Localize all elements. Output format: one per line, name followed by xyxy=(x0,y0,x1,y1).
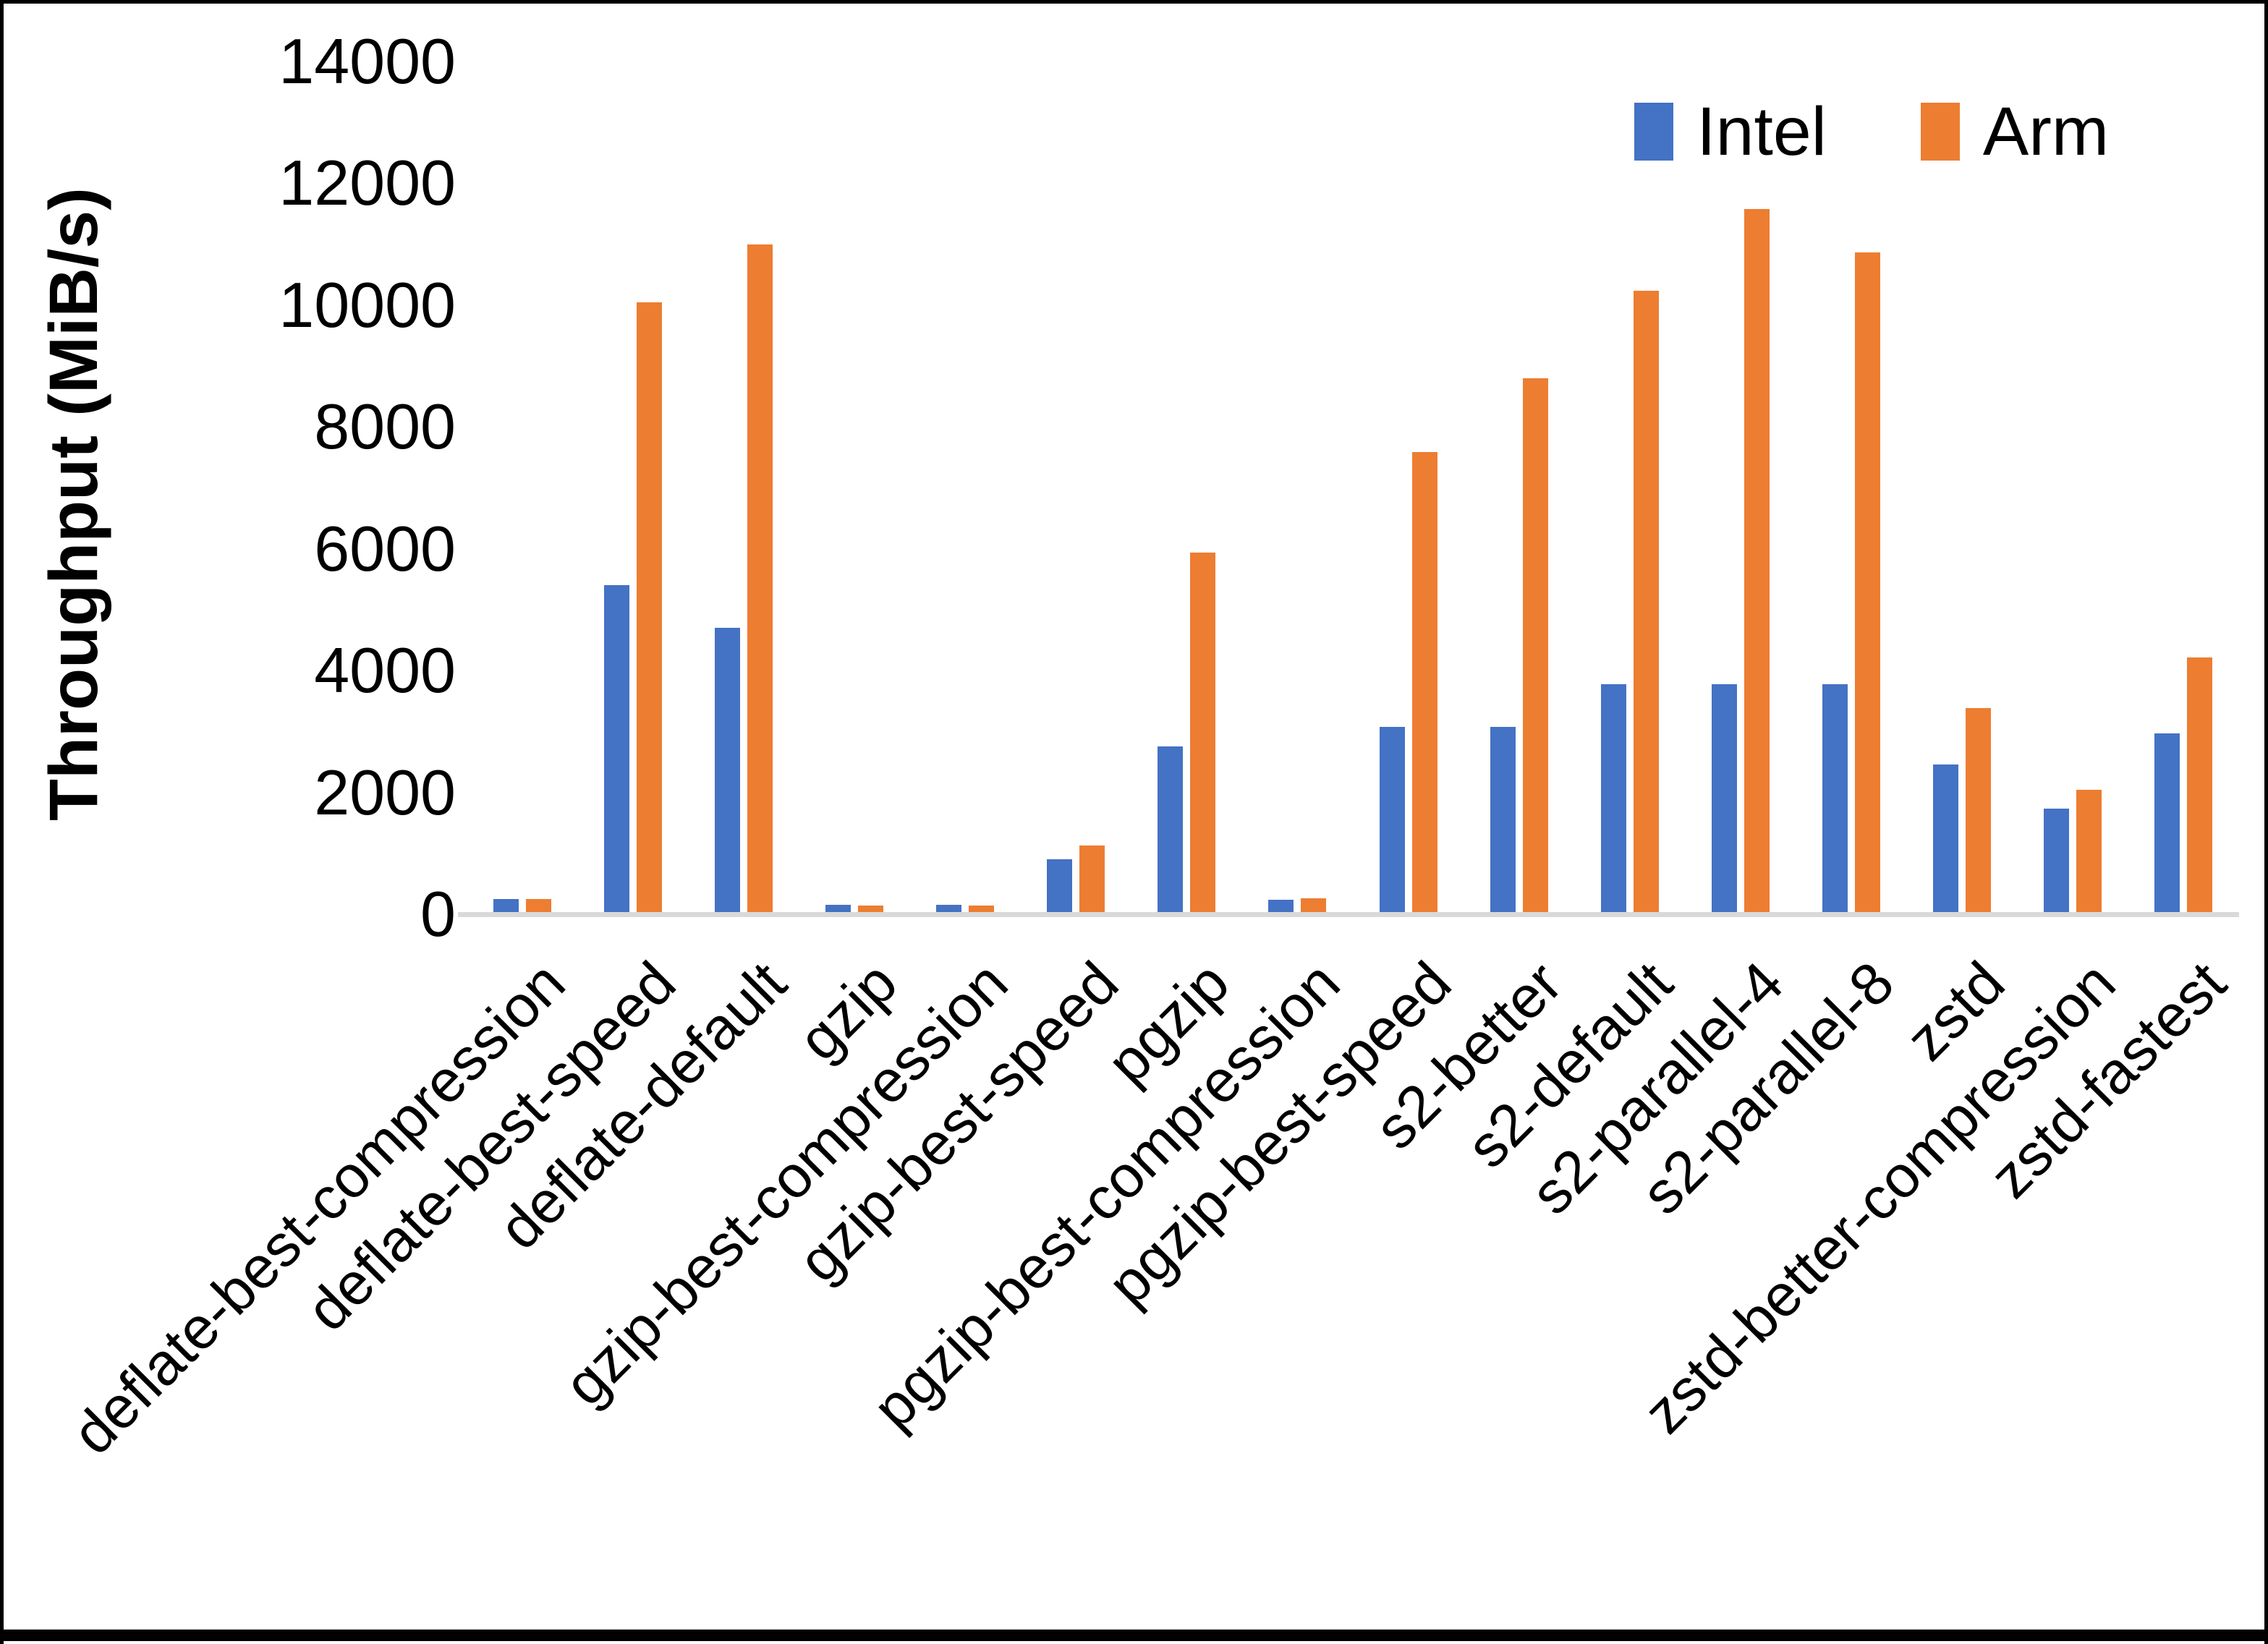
legend: Intel Arm xyxy=(1634,92,2109,171)
bar-intel-s2-default xyxy=(1601,684,1626,914)
bar-intel-pgzip-best-speed xyxy=(1380,727,1405,914)
y-tick-label: 6000 xyxy=(314,512,456,584)
bar-arm-s2-better xyxy=(1523,378,1548,914)
bar-arm-zstd-fastest xyxy=(2187,657,2212,914)
bar-intel-gzip-best-compression xyxy=(936,905,961,914)
bar-arm-deflate-default xyxy=(747,244,773,914)
bar-intel-s2-better xyxy=(1490,727,1516,914)
bar-intel-zstd-better-compression xyxy=(2044,809,2069,914)
y-tick-label: 4000 xyxy=(314,634,456,707)
legend-item-intel: Intel xyxy=(1634,92,1827,171)
y-tick-label: 14000 xyxy=(279,25,456,97)
bar-arm-zstd-better-compression xyxy=(2076,790,2102,914)
bar-arm-zstd xyxy=(1966,708,1991,914)
bar-arm-s2-default xyxy=(1634,291,1659,914)
bar-arm-pgzip xyxy=(1190,553,1215,914)
bar-intel-zstd-fastest xyxy=(2154,733,2180,914)
y-tick-label: 2000 xyxy=(314,756,456,828)
bar-arm-deflate-best-speed xyxy=(637,302,662,914)
legend-label-intel: Intel xyxy=(1696,93,1827,170)
bar-intel-deflate-default xyxy=(715,628,740,914)
bar-intel-pgzip-best-compression xyxy=(1268,900,1294,914)
bar-arm-deflate-best-compression xyxy=(526,899,551,914)
bar-intel-s2-parallel-4 xyxy=(1712,684,1737,914)
bar-intel-deflate-best-compression xyxy=(493,899,519,914)
bottom-border-rule xyxy=(4,1630,2264,1641)
y-tick-label: 10000 xyxy=(279,268,456,341)
legend-swatch-arm xyxy=(1920,103,1960,161)
bar-arm-s2-parallel-4 xyxy=(1744,209,1770,914)
y-tick-label: 12000 xyxy=(279,147,456,219)
bar-intel-pgzip xyxy=(1158,746,1183,914)
bar-intel-s2-parallel-8 xyxy=(1822,684,1848,914)
bar-intel-gzip-best-speed xyxy=(1047,859,1072,914)
bar-intel-deflate-best-speed xyxy=(604,585,629,914)
bar-arm-gzip-best-speed xyxy=(1079,846,1105,914)
legend-item-arm: Arm xyxy=(1920,92,2109,171)
y-tick-label: 8000 xyxy=(314,391,456,463)
y-tick-label: 0 xyxy=(420,878,456,950)
bar-arm-s2-parallel-8 xyxy=(1855,252,1880,914)
plot-area: 0 2000 4000 6000 8000 10000 12000 14000 deflate-… xyxy=(4,4,2264,1644)
bar-arm-pgzip-best-compression xyxy=(1301,898,1326,914)
legend-swatch-intel xyxy=(1634,103,1674,161)
bar-intel-zstd xyxy=(1933,764,1958,914)
bar-arm-pgzip-best-speed xyxy=(1412,452,1437,914)
bar-intel-gzip xyxy=(825,905,851,914)
x-axis-line xyxy=(458,912,2239,917)
legend-label-arm: Arm xyxy=(1982,93,2109,170)
